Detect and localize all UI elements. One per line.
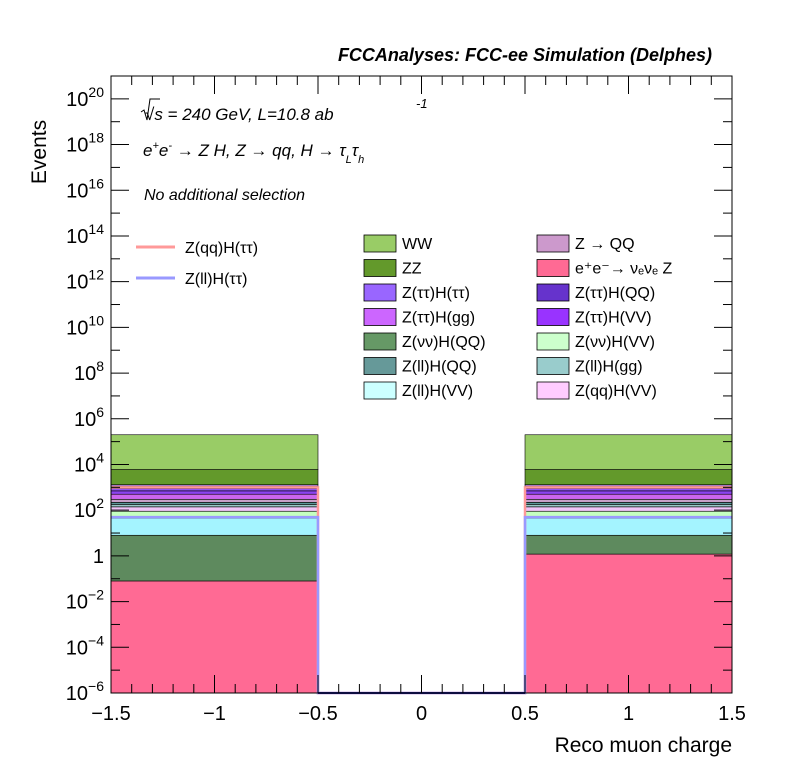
legend-fill-label: Z(ll)H(VV): [402, 383, 473, 400]
x-tick-label: −1: [203, 703, 226, 725]
legend-fill-swatch: [363, 332, 397, 351]
y-tick-label: 104: [74, 449, 104, 476]
legend-fill-swatch: [363, 283, 397, 302]
sqrt-radical-icon: [140, 98, 160, 121]
hist-bar-segment: [524, 469, 733, 486]
x-axis-label: Reco muon charge: [555, 734, 732, 757]
legend-fill-swatch: [363, 308, 397, 326]
y-tick-label: 1016: [66, 175, 104, 202]
hist-bar-segment: [524, 534, 733, 555]
process-annotation: e+e- → Z H, Z → qq, H → τLτh: [143, 140, 364, 166]
legend-fill-label: ZZ: [402, 261, 422, 278]
hist-bar-segment: [524, 553, 733, 694]
hist-bar-segment: [110, 488, 319, 492]
legend-fill-swatch: [363, 234, 397, 253]
legend-fill-swatch: [363, 259, 397, 277]
legend-fill-swatch: [536, 308, 570, 326]
hist-bar-segment: [110, 534, 319, 582]
selection-annotation: No additional selection: [144, 187, 305, 204]
legend-line-label: Z(qq)H(ττ): [185, 240, 258, 257]
x-axis: −1.5 −1 −0.5 0 0.5 1 1.5: [91, 76, 746, 725]
legend-fill-label: Z(ll)H(gg): [575, 359, 643, 376]
energy-lumi-annotation: √s = 240 GeV, L=10.8 ab -1: [140, 96, 428, 124]
hist-bar-segment: [524, 506, 733, 512]
x-tick-label: 0: [416, 703, 427, 725]
legend-fill-label: e⁺e⁻→ νₑνₑ Z: [575, 261, 672, 278]
y-tick-label: 10−2: [66, 587, 104, 614]
y-axis-label: Events: [28, 120, 51, 184]
x-tick-label: −1.5: [91, 703, 130, 725]
y-tick-label: 1010: [66, 312, 104, 339]
legend-fill-swatch: [536, 259, 570, 277]
x-tick-label: 1: [623, 703, 634, 725]
hist-bar-segment: [524, 504, 733, 508]
legend-fill-label: Z(ττ)H(ττ): [402, 285, 470, 302]
x-tick-label: 1.5: [718, 703, 746, 725]
hist-bar-segment: [524, 490, 733, 495]
sqrt-s-text: √s = 240 GeV, L=10.8 ab: [145, 105, 334, 124]
legend-fill-label: WW: [402, 236, 433, 253]
x-tick-label: −0.5: [298, 703, 337, 725]
hist-bar-segment: [110, 469, 319, 486]
legend-fill-swatch: [536, 381, 570, 400]
hist-bar-segment: [524, 517, 733, 536]
hist-bar-segment: [524, 434, 733, 470]
hist-bar-segment: [110, 498, 319, 503]
legend-fill-swatch: [536, 234, 570, 253]
y-tick-label: 1: [93, 546, 104, 568]
legend-backgrounds: WW Z → QQ ZZ e⁺e⁻→ νₑνₑ Z Z(ττ)H(ττ) Z(ττ)H(Q…: [363, 234, 672, 400]
hist-bar-segment: [110, 517, 319, 536]
y-axis: 10−6 10−4 10−2 1 102 104 106 108 1010 1012 1014 101…: [66, 75, 732, 705]
hist-bar-segment: [524, 498, 733, 503]
y-tick-label: 10−6: [66, 678, 104, 705]
y-tick-label: 108: [74, 358, 104, 385]
y-tick-label: 102: [74, 495, 104, 522]
legend-fill-label: Z(ττ)H(QQ): [575, 285, 655, 302]
legend-fill-swatch: [536, 357, 570, 375]
legend-fill-swatch: [536, 283, 570, 302]
legend-fill-label: Z → QQ: [575, 236, 635, 253]
hist-bar-segment: [110, 493, 319, 500]
legend-signal: Z(qq)H(ττ) Z(ll)H(ττ): [136, 240, 258, 288]
hist-bar-segment: [524, 493, 733, 500]
legend-fill-label: Z(νν)H(QQ): [402, 334, 486, 351]
y-tick-label: 106: [74, 404, 104, 431]
hist-bar-segment: [110, 580, 319, 694]
lumi-unit-exponent: -1: [416, 96, 428, 111]
hist-bar-segment: [110, 434, 319, 470]
histogram-bars: [110, 434, 733, 694]
legend-fill-swatch: [363, 357, 397, 375]
hist-bar-segment: [110, 504, 319, 508]
legend-fill-label: Z(νν)H(VV): [575, 334, 655, 351]
x-tick-label: 0.5: [511, 703, 539, 725]
y-tick-label: 1014: [66, 221, 104, 248]
chart-header: FCCAnalyses: FCC-ee Simulation (Delphes): [338, 45, 712, 65]
legend-fill-label: Z(ττ)H(gg): [402, 310, 475, 327]
hist-bar-segment: [524, 488, 733, 492]
y-tick-label: 1018: [66, 130, 104, 157]
y-tick-label: 1020: [66, 84, 104, 111]
legend-fill-label: Z(ll)H(QQ): [402, 359, 477, 376]
legend-line-label: Z(ll)H(ττ): [185, 271, 247, 288]
hist-bar-segment: [110, 490, 319, 495]
legend-fill-label: Z(qq)H(VV): [575, 383, 657, 400]
legend-fill-swatch: [536, 332, 570, 351]
hist-bar-segment: [110, 506, 319, 512]
y-tick-label: 1012: [66, 267, 104, 294]
legend-fill-label: Z(ττ)H(VV): [575, 310, 652, 327]
legend-fill-swatch: [363, 381, 397, 400]
y-tick-label: 10−4: [66, 632, 104, 659]
